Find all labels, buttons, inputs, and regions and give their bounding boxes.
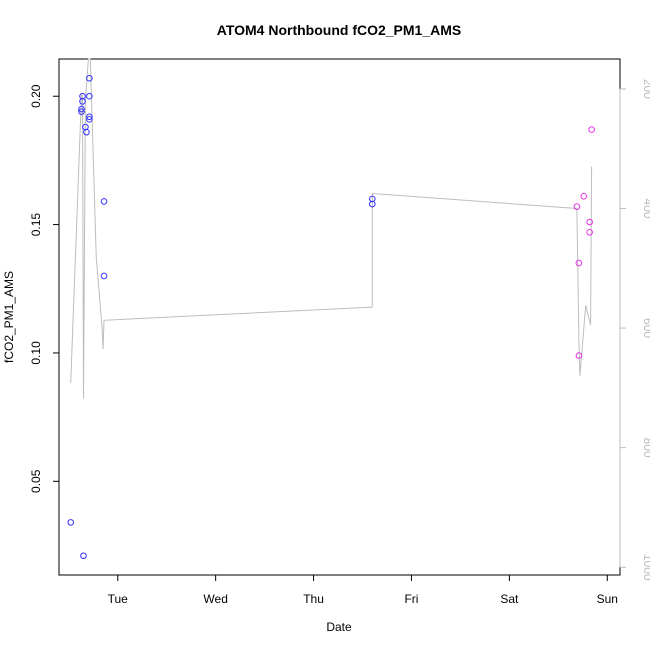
data-point xyxy=(575,259,583,267)
data-point xyxy=(586,228,593,236)
x-tick-label: Thu xyxy=(303,592,324,606)
y-tick-label: 0.10 xyxy=(29,341,43,365)
data-point xyxy=(573,203,581,210)
data-point xyxy=(86,113,93,121)
x-tick-label: Fri xyxy=(404,592,418,606)
data-point xyxy=(79,92,86,100)
y-tick-label: 0.20 xyxy=(29,84,43,108)
series-line xyxy=(70,58,593,399)
data-point xyxy=(86,116,93,123)
data-point xyxy=(67,519,75,526)
data-point xyxy=(78,105,85,113)
data-point xyxy=(80,552,87,560)
data-point xyxy=(368,195,376,203)
x-tick-label: Wed xyxy=(203,592,227,606)
data-point xyxy=(580,193,588,200)
data-point xyxy=(83,128,90,136)
series-layer xyxy=(67,58,595,560)
y2-tick-label: 600 xyxy=(641,318,650,338)
y-axis: 0.05 0.10 0.15 0.20 xyxy=(29,84,60,493)
y2-tick-label: 1000 xyxy=(641,554,650,581)
data-point xyxy=(575,352,583,359)
data-point xyxy=(586,218,593,226)
plot-area-box xyxy=(58,58,621,576)
y-tick-label: 0.15 xyxy=(29,213,43,237)
data-point xyxy=(100,272,108,280)
chart-title: ATOM4 Northbound fCO2_PM1_AMS xyxy=(217,22,462,38)
x-tick-label: Sat xyxy=(500,592,519,606)
y2-tick-label: 400 xyxy=(641,198,650,218)
data-point xyxy=(86,92,93,100)
data-point xyxy=(78,108,85,115)
y2-tick-label: 800 xyxy=(641,438,650,458)
y2-tick-label: 200 xyxy=(641,79,650,99)
y-axis-label: fCO2_PM1_AMS xyxy=(2,271,16,363)
x-tick-label: Tue xyxy=(108,592,129,606)
y2-axis: 200 400 600 800 1000 xyxy=(619,79,650,581)
x-axis: Tue Wed Thu Fri Sat Sun xyxy=(108,574,618,606)
data-point xyxy=(588,126,595,133)
y-tick-label: 0.05 xyxy=(29,469,43,493)
data-point xyxy=(100,198,108,205)
data-point xyxy=(86,74,93,82)
x-axis-label: Date xyxy=(326,620,352,634)
x-tick-label: Sun xyxy=(597,592,618,606)
